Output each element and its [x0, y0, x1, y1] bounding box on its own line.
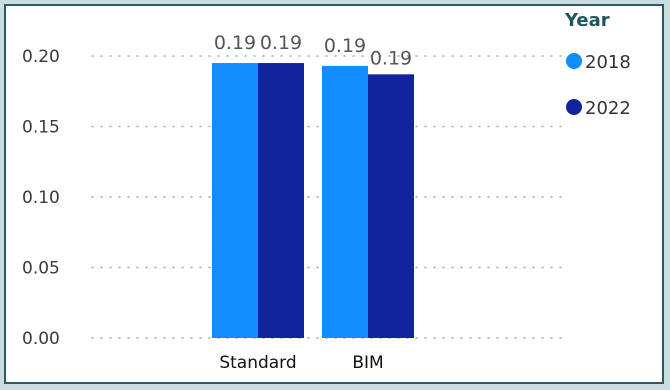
legend-marker-2022 [566, 99, 582, 115]
bar-2018-standard[interactable] [212, 63, 258, 339]
data-label: 0.19 [324, 35, 366, 57]
legend-marker-2018 [566, 53, 582, 69]
y-tick-label: 0.00 [22, 329, 60, 349]
legend-item-2018[interactable]: 2018 [585, 52, 631, 73]
y-tick-label: 0.20 [22, 47, 60, 67]
legend[interactable]: Year 2018 2022 [564, 10, 631, 119]
data-label: 0.19 [260, 32, 302, 54]
x-category-label: BIM [352, 353, 383, 373]
bar-2022-standard[interactable] [258, 63, 304, 339]
data-labels: 0.19 0.190.190.19 [214, 32, 412, 69]
y-tick-label: 0.10 [22, 188, 60, 208]
bar-2018-bim[interactable] [322, 65, 368, 339]
data-label: 0.19 [214, 32, 256, 54]
y-tick-label: 0.15 [22, 118, 60, 138]
x-axis-categories: Standard BIM [219, 353, 383, 373]
legend-item-2022[interactable]: 2022 [585, 98, 631, 119]
legend-title: Year [564, 10, 610, 31]
x-category-label: Standard [219, 353, 296, 373]
data-label: 0.19 [370, 47, 412, 69]
y-tick-label: 0.05 [22, 259, 60, 279]
bar-2022-bim[interactable] [368, 74, 414, 338]
y-axis-ticks: 0.00 0.05 0.10 0.15 0.20 [22, 47, 60, 349]
bars [212, 63, 414, 339]
